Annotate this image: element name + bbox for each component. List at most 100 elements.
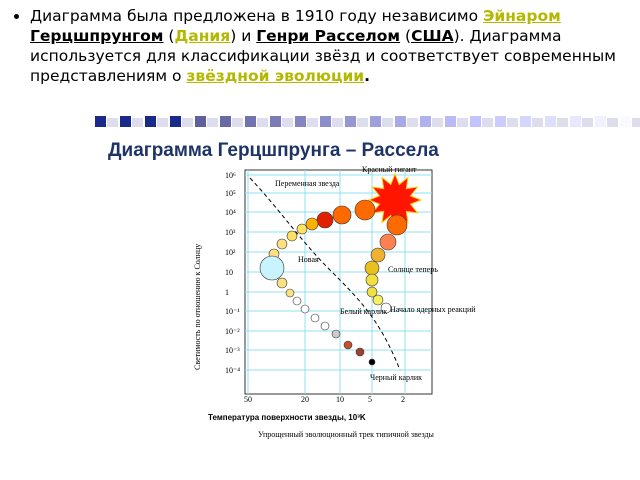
decor-square	[520, 116, 531, 127]
decor-square	[257, 118, 268, 127]
star	[296, 223, 308, 235]
y-tick-label: 10⁶	[225, 171, 236, 180]
bullet: Диаграмма была предложена в 1910 году не…	[30, 6, 622, 86]
decor-square	[607, 118, 618, 127]
x-label: Температура поверхности звезды, 10³K	[208, 413, 366, 422]
star	[276, 277, 288, 289]
decor-square	[145, 116, 156, 127]
x-tick-label: 50	[244, 395, 252, 404]
y-tick-label: 10⁴	[225, 208, 236, 217]
x-tick-label: 2	[401, 395, 405, 404]
decor-square	[332, 118, 343, 127]
link[interactable]: Дания	[174, 27, 231, 45]
star	[300, 304, 310, 314]
link[interactable]: Эйнаром	[482, 7, 561, 25]
star	[320, 321, 330, 331]
decor-square	[107, 118, 118, 127]
decor-square	[195, 116, 206, 127]
decor-square	[457, 118, 468, 127]
star	[292, 296, 302, 306]
decor-square	[507, 118, 518, 127]
decor-square	[157, 118, 168, 127]
annotation: Белый карлик	[340, 307, 387, 316]
decor-square	[95, 116, 106, 127]
y-label: Светимость по отношению к Солнцу	[193, 244, 202, 370]
decor-square	[382, 118, 393, 127]
decor-square	[207, 118, 218, 127]
star	[364, 260, 380, 276]
decor-square	[470, 116, 481, 127]
annotation: Переменная звезда	[275, 179, 340, 188]
decor-square	[570, 116, 581, 127]
star	[332, 205, 352, 225]
star	[285, 288, 295, 298]
decor-square	[220, 116, 231, 127]
decor-square	[395, 116, 406, 127]
y-tick-label: 1	[225, 288, 229, 297]
text: ). Диаграмма используется для классифика…	[30, 27, 616, 85]
star	[355, 347, 365, 357]
bold-text[interactable]: Герцшпрунгом	[30, 27, 164, 45]
text: (	[163, 27, 175, 45]
star	[259, 255, 285, 281]
decor-square	[307, 118, 318, 127]
star	[310, 313, 320, 323]
y-tick-label: 10⁻²	[225, 327, 240, 336]
decor-square	[432, 118, 443, 127]
text: Диаграмма была предложена в 1910 году не…	[30, 7, 483, 25]
star	[331, 329, 341, 339]
link[interactable]: звёздной эволюции	[186, 67, 365, 85]
decor-square	[345, 116, 356, 127]
decor-square	[420, 116, 431, 127]
decor-square	[545, 116, 556, 127]
decor-square	[282, 118, 293, 127]
star	[370, 247, 386, 263]
y-tick-label: 10	[225, 268, 233, 277]
bullet-list: Диаграмма была предложена в 1910 году не…	[12, 6, 622, 86]
star	[316, 211, 334, 229]
decor-square	[232, 118, 243, 127]
star	[343, 340, 353, 350]
star	[276, 238, 288, 250]
annotation: Начало ядерных реакций	[390, 305, 476, 314]
y-tick-label: 10⁵	[225, 189, 236, 198]
decor-square	[582, 118, 593, 127]
decor-square	[357, 118, 368, 127]
decor-square	[495, 116, 506, 127]
decor-square	[620, 116, 631, 127]
decor-square	[482, 118, 493, 127]
x-tick-label: 5	[368, 395, 372, 404]
annotation: Черный карлик	[370, 373, 422, 382]
y-tick-label: 10⁻³	[225, 346, 240, 355]
decor-square	[170, 116, 181, 127]
decor-square	[407, 118, 418, 127]
star	[305, 217, 319, 231]
decor-square	[532, 118, 543, 127]
decor-square	[295, 116, 306, 127]
star-track	[259, 199, 408, 366]
star	[368, 358, 376, 366]
annotation: Новая	[298, 255, 319, 264]
star	[354, 199, 376, 221]
annotation: Солнце теперь	[388, 265, 438, 274]
main-sequence	[249, 177, 401, 371]
figure-title: Диаграмма Герцшпрунга – Рассела	[108, 140, 439, 161]
decor-square	[595, 116, 606, 127]
star	[286, 230, 298, 242]
decor-square	[132, 118, 143, 127]
star	[386, 214, 408, 236]
decor-square	[270, 116, 281, 127]
annotation: Красный гигант	[362, 165, 417, 174]
decor-strip	[95, 116, 640, 127]
red-giant	[367, 172, 423, 228]
decor-square	[120, 116, 131, 127]
y-tick-label: 10⁻¹	[225, 307, 240, 316]
bold-text[interactable]: США	[411, 27, 454, 45]
decor-square	[182, 118, 193, 127]
star	[380, 302, 392, 314]
decor-square	[632, 118, 640, 127]
text: (	[400, 27, 412, 45]
bold-text[interactable]: Генри Расселом	[256, 27, 401, 45]
